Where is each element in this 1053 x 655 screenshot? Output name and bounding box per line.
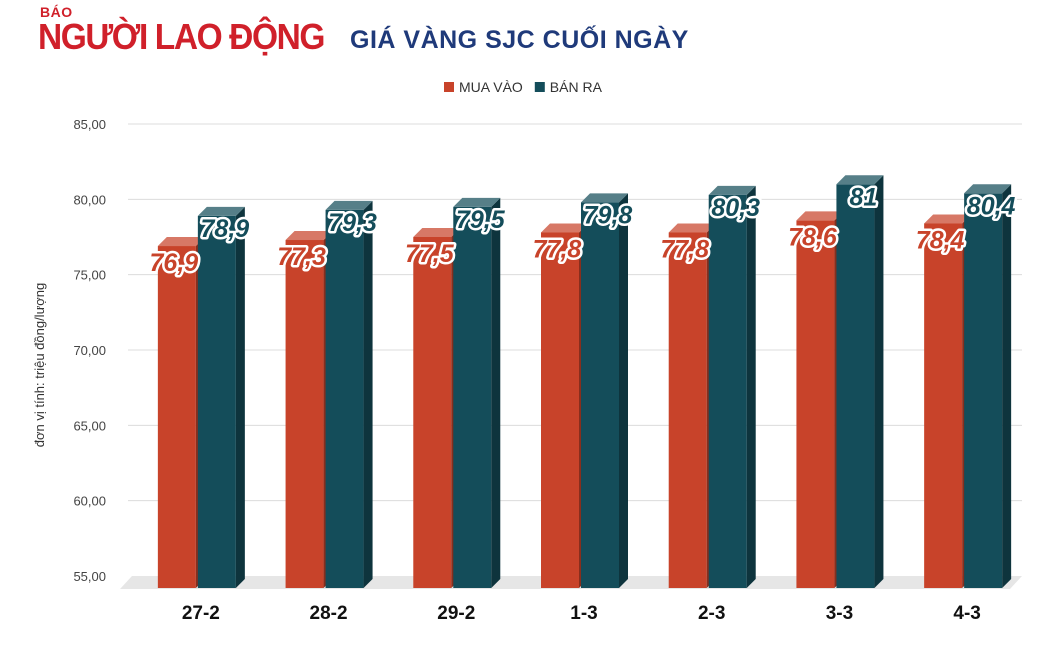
bar-front [413,237,452,588]
bar-top [325,200,373,210]
bar-front [157,246,196,589]
data-label-ban-ra: 79,8 [584,201,633,229]
bar-top [836,175,884,185]
bar-front [964,193,1003,588]
bar-front [708,194,747,588]
legend-label: MUA VÀO [459,79,523,95]
x-tick-label: 27-2 [182,603,220,624]
y-axis-ticks: 55,00 60,00 65,00 70,00 75,00 80,00 85,00 [73,117,106,584]
x-tick-label: 2-3 [698,603,725,624]
bar-top [964,184,1012,194]
legend: MUA VÀO BÁN RA [444,79,603,95]
x-tick-label: 4-3 [953,603,980,624]
y-axis-label: đơn vị tính: triệu đồng/lượng [32,283,47,448]
bar-top [668,223,716,233]
x-axis-ticks: 27-2 28-2 29-2 1-3 2-3 3-3 4-3 [182,603,981,624]
bar-top [197,206,245,216]
legend-swatch [444,82,454,92]
bar-top [453,197,501,207]
y-tick-label: 85,00 [73,117,106,132]
bar-front [285,240,324,588]
bar-side [491,197,501,588]
data-label-ban-ra: 78,9 [201,215,250,243]
data-label-mua-vao: 77,8 [660,235,709,263]
bar-front [541,232,579,589]
bar-side [746,185,756,588]
y-tick-label: 80,00 [73,192,106,207]
bar-top [924,214,972,224]
data-label-mua-vao: 77,3 [277,243,326,271]
bar-front [796,220,835,588]
data-label-mua-vao: 76,9 [150,249,199,277]
bar-top [541,223,588,233]
bar-side [874,175,884,588]
data-label-mua-vao: 77,8 [533,235,582,263]
bars [157,175,1012,589]
logo-name: NGƯỜI LAO ĐỘNG [38,16,325,57]
bar-side [1002,184,1012,588]
data-labels: 76,978,977,379,377,579,577,879,877,880,3… [147,181,1018,280]
chart-title: GIÁ VÀNG SJC CUỐI NGÀY [350,26,689,54]
data-label-ban-ra: 79,5 [456,206,506,234]
bar-front [325,209,364,588]
legend-label: BÁN RA [550,79,603,95]
y-tick-label: 65,00 [73,418,106,433]
data-label-mua-vao: 78,6 [788,223,838,251]
bar-top [285,231,333,241]
bar-top [708,185,756,195]
bar-front [668,232,707,589]
bar-top [413,228,461,237]
legend-swatch [534,82,545,92]
bar-front [836,184,875,588]
data-label-ban-ra: 80,3 [711,194,760,222]
bar-side [363,200,373,588]
bar-top [581,193,628,203]
bar-front [581,202,619,588]
bar-front [197,215,236,588]
logo-prefix: BÁO [40,4,73,20]
bar-top [157,237,205,247]
bar-front [453,206,492,588]
y-tick-label: 75,00 [73,268,106,283]
bar-side [619,193,628,588]
x-tick-label: 28-2 [310,603,348,624]
bar-front [924,223,963,588]
y-tick-label: 70,00 [73,343,106,358]
data-label-ban-ra: 80,4 [967,192,1016,220]
data-label-ban-ra: 79,3 [328,209,377,237]
y-tick-label: 55,00 [73,569,106,584]
x-tick-label: 3-3 [826,603,853,624]
data-label-mua-vao: 77,5 [405,240,455,268]
brand-logo: BÁO NGƯỜI LAO ĐỘNG [38,4,325,58]
y-tick-label: 60,00 [73,494,106,509]
x-tick-label: 29-2 [437,603,475,624]
bar-side [235,206,245,588]
data-label-mua-vao: 78,4 [916,226,965,254]
x-tick-label: 1-3 [570,603,597,624]
data-label-ban-ra: 81 [850,183,878,211]
bar-top [796,211,844,221]
